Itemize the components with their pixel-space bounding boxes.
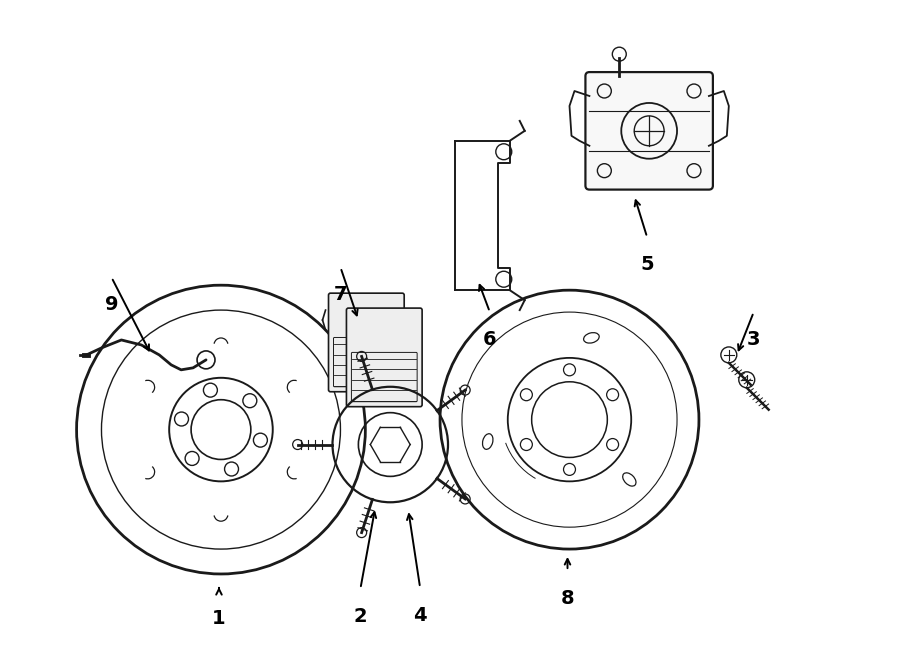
Text: 4: 4 — [413, 606, 427, 625]
Text: 1: 1 — [212, 609, 226, 628]
Text: 5: 5 — [641, 255, 654, 274]
Text: 3: 3 — [747, 330, 760, 349]
FancyBboxPatch shape — [346, 308, 422, 407]
Text: 8: 8 — [561, 589, 574, 608]
FancyBboxPatch shape — [328, 293, 404, 392]
Text: 6: 6 — [483, 330, 497, 349]
FancyBboxPatch shape — [585, 72, 713, 190]
Text: 7: 7 — [334, 285, 347, 304]
Text: 2: 2 — [354, 607, 367, 626]
Text: 9: 9 — [104, 295, 118, 314]
